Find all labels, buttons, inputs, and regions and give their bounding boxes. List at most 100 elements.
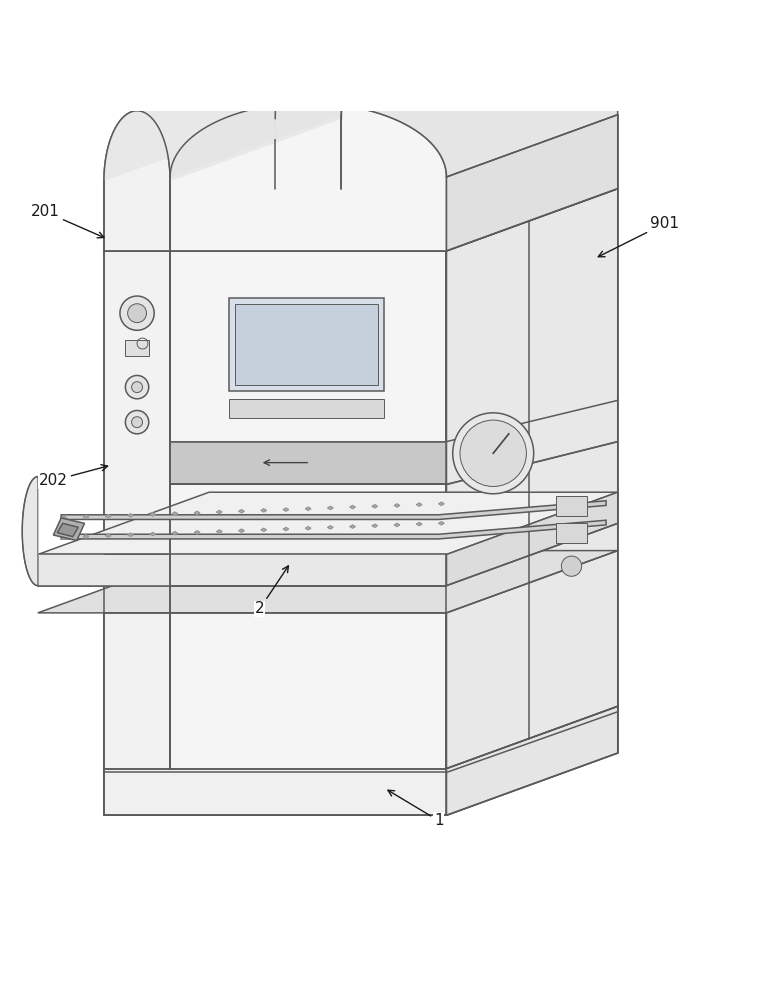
Polygon shape [104,104,276,170]
Polygon shape [419,71,594,135]
Circle shape [120,296,154,330]
Polygon shape [114,66,286,131]
Polygon shape [150,532,155,536]
Polygon shape [170,251,447,769]
Circle shape [125,410,149,434]
Polygon shape [238,50,414,113]
Polygon shape [267,43,445,106]
Polygon shape [172,100,344,165]
Polygon shape [191,73,365,138]
Polygon shape [136,49,309,111]
Polygon shape [132,49,306,111]
Polygon shape [379,51,555,115]
Polygon shape [167,90,339,155]
Polygon shape [349,44,525,107]
Polygon shape [242,48,419,112]
Polygon shape [110,77,281,142]
Polygon shape [128,533,133,536]
Polygon shape [447,492,618,586]
Polygon shape [201,66,376,131]
Polygon shape [436,86,609,151]
Polygon shape [147,51,320,115]
Polygon shape [439,502,445,505]
Polygon shape [317,41,493,103]
Polygon shape [434,83,607,148]
Polygon shape [388,54,564,118]
Polygon shape [83,535,89,538]
Polygon shape [359,46,535,109]
Circle shape [460,420,526,486]
Polygon shape [284,41,460,104]
Polygon shape [204,64,379,128]
Text: 202: 202 [39,465,107,488]
Polygon shape [138,49,311,111]
Polygon shape [113,68,285,133]
Polygon shape [166,86,339,152]
Polygon shape [431,81,604,146]
Polygon shape [198,68,372,133]
Polygon shape [171,106,343,171]
Polygon shape [393,56,568,120]
Polygon shape [194,71,368,135]
Polygon shape [306,527,311,530]
Polygon shape [111,71,284,136]
Polygon shape [170,111,341,177]
Polygon shape [354,45,531,108]
Polygon shape [61,536,67,539]
Circle shape [452,413,534,494]
Polygon shape [374,50,550,113]
Polygon shape [401,60,576,124]
Bar [556,523,587,543]
Polygon shape [328,41,504,104]
Polygon shape [322,41,499,104]
Polygon shape [162,71,334,136]
Polygon shape [107,90,278,155]
Polygon shape [170,112,342,177]
Polygon shape [445,103,617,168]
Polygon shape [194,531,200,534]
Polygon shape [216,58,391,122]
Polygon shape [263,44,439,107]
Polygon shape [107,86,279,152]
Polygon shape [104,613,447,815]
Polygon shape [445,106,617,171]
Polygon shape [283,508,289,511]
Polygon shape [426,76,600,140]
Polygon shape [118,59,291,124]
Polygon shape [119,57,292,121]
Polygon shape [186,78,359,143]
Polygon shape [117,61,289,126]
Circle shape [132,382,143,393]
Polygon shape [416,68,590,133]
Polygon shape [273,42,449,105]
Polygon shape [174,94,347,159]
Polygon shape [447,551,618,815]
Polygon shape [176,92,348,157]
Polygon shape [105,100,277,166]
Polygon shape [423,73,597,138]
Polygon shape [169,107,341,173]
Polygon shape [169,100,341,166]
Polygon shape [170,109,342,174]
Polygon shape [38,554,447,586]
Polygon shape [444,100,616,165]
Polygon shape [129,50,302,113]
Polygon shape [165,83,338,149]
Polygon shape [160,68,332,133]
Polygon shape [228,53,405,117]
Polygon shape [446,112,618,177]
Polygon shape [150,54,323,118]
Polygon shape [447,189,618,769]
Polygon shape [328,506,333,510]
Text: 1: 1 [388,790,444,828]
Polygon shape [446,109,618,174]
Polygon shape [405,62,580,126]
Polygon shape [188,76,362,140]
Text: 201: 201 [31,204,104,238]
Circle shape [125,375,149,399]
Polygon shape [383,53,560,117]
Polygon shape [83,515,89,519]
Polygon shape [447,706,618,815]
Polygon shape [412,66,587,131]
Polygon shape [394,504,400,507]
